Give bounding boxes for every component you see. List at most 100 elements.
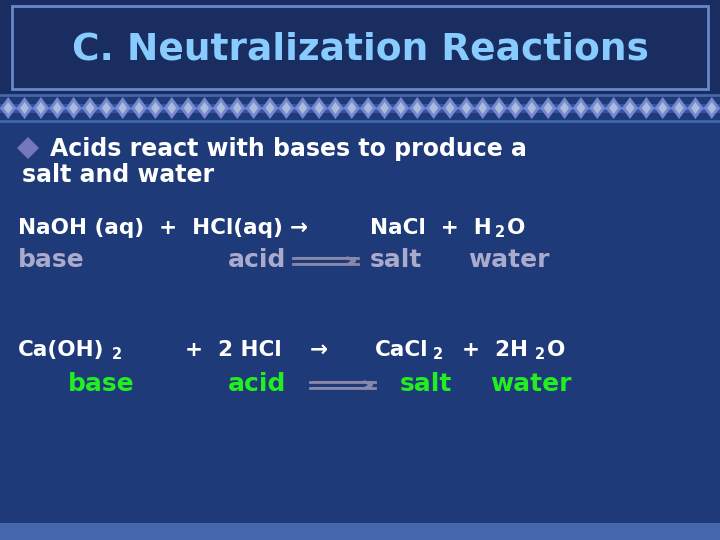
Text: →: → [310,340,328,360]
Text: 2: 2 [112,347,122,362]
Polygon shape [462,102,471,114]
Polygon shape [4,102,13,114]
Polygon shape [524,97,540,119]
Polygon shape [589,97,606,119]
Polygon shape [544,102,553,114]
Text: water: water [490,372,572,396]
Polygon shape [491,97,507,119]
Polygon shape [377,97,392,119]
Text: NaOH (aq)  +  HCl(aq): NaOH (aq) + HCl(aq) [18,218,283,238]
Polygon shape [99,97,114,119]
Polygon shape [148,97,163,119]
Polygon shape [49,97,66,119]
Polygon shape [511,102,520,114]
Polygon shape [298,102,307,114]
Polygon shape [654,97,671,119]
Polygon shape [184,102,193,114]
Text: acid: acid [228,248,287,272]
Polygon shape [167,102,176,114]
Polygon shape [474,97,491,119]
Polygon shape [217,102,225,114]
Polygon shape [33,97,49,119]
Polygon shape [311,97,327,119]
Polygon shape [135,102,143,114]
Polygon shape [704,97,720,119]
Text: 2: 2 [535,347,545,362]
Polygon shape [164,97,180,119]
Polygon shape [328,97,343,119]
Text: water: water [468,248,549,272]
Polygon shape [397,102,405,114]
Polygon shape [380,102,389,114]
Polygon shape [707,102,716,114]
Polygon shape [508,97,523,119]
Polygon shape [413,102,422,114]
Polygon shape [642,102,651,114]
Polygon shape [560,102,569,114]
Polygon shape [233,102,242,114]
Text: Ca(OH): Ca(OH) [18,340,104,360]
Polygon shape [540,97,556,119]
Polygon shape [114,97,131,119]
Polygon shape [609,102,618,114]
Polygon shape [118,102,127,114]
Polygon shape [442,97,458,119]
Polygon shape [200,102,209,114]
Polygon shape [282,102,291,114]
Text: NaCl  +  H: NaCl + H [370,218,492,238]
Text: +  2 HCl: + 2 HCl [185,340,282,360]
Polygon shape [86,102,94,114]
Polygon shape [197,97,212,119]
Polygon shape [279,97,294,119]
Polygon shape [262,97,278,119]
Text: C. Neutralization Reactions: C. Neutralization Reactions [71,32,649,68]
Polygon shape [331,102,340,114]
Polygon shape [573,97,589,119]
Polygon shape [426,97,441,119]
Polygon shape [622,97,638,119]
Polygon shape [229,97,246,119]
Polygon shape [429,102,438,114]
Polygon shape [691,102,700,114]
Polygon shape [20,102,29,114]
Text: salt: salt [400,372,452,396]
Text: CaCl: CaCl [375,340,428,360]
Text: 2: 2 [495,225,505,240]
Text: +  2H: + 2H [447,340,528,360]
Polygon shape [151,102,160,114]
Polygon shape [639,97,654,119]
Polygon shape [315,102,323,114]
Polygon shape [213,97,229,119]
Text: base: base [18,248,85,272]
Polygon shape [606,97,621,119]
Polygon shape [69,102,78,114]
Polygon shape [446,102,454,114]
Polygon shape [409,97,426,119]
Polygon shape [675,102,683,114]
Text: 2: 2 [433,347,443,362]
Polygon shape [82,97,98,119]
Bar [0,0,720,95]
Polygon shape [658,102,667,114]
Bar [0,523,720,540]
Text: →: → [290,218,308,238]
Text: salt and water: salt and water [22,163,214,187]
Polygon shape [37,102,45,114]
Polygon shape [0,97,16,119]
Polygon shape [393,97,409,119]
Text: salt: salt [370,248,423,272]
Polygon shape [102,102,111,114]
Polygon shape [577,102,585,114]
Text: Acids react with bases to produce a: Acids react with bases to produce a [50,137,527,161]
Polygon shape [249,102,258,114]
Polygon shape [344,97,360,119]
Polygon shape [360,97,376,119]
Polygon shape [459,97,474,119]
Polygon shape [478,102,487,114]
Text: base: base [68,372,135,396]
Polygon shape [66,97,81,119]
Polygon shape [557,97,572,119]
Polygon shape [266,102,274,114]
Polygon shape [17,97,32,119]
Polygon shape [246,97,261,119]
